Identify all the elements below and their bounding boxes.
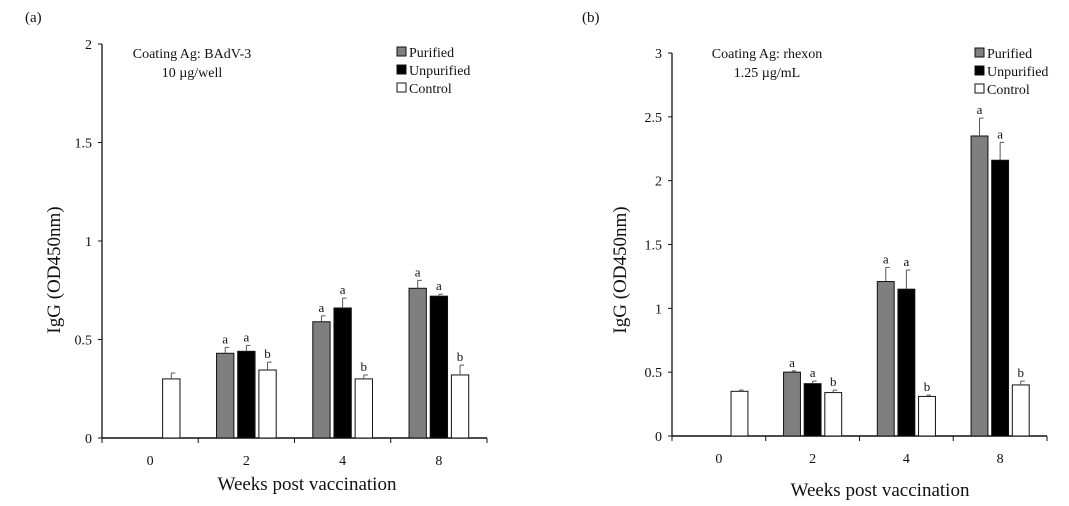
legend-swatch-purified <box>974 47 985 58</box>
x-tick-label: 0 <box>715 452 722 467</box>
significance-letter: b <box>264 346 271 361</box>
y-axis-label: IgG (OD450nm) <box>610 206 631 333</box>
legend-swatch-unpurified <box>974 65 985 76</box>
legend-swatch-unpurified <box>396 64 407 75</box>
x-tick-label: 8 <box>435 454 442 469</box>
significance-letter: b <box>361 359 368 374</box>
y-tick-label: 1.5 <box>645 239 663 254</box>
bar-purified <box>408 287 427 439</box>
bar-unpurified <box>237 350 256 439</box>
legend-label: Unpurified <box>409 64 470 79</box>
y-tick-label: 0 <box>655 430 662 445</box>
significance-letter: a <box>903 254 909 269</box>
panel-label: (b) <box>582 10 600 26</box>
x-tick-label: 2 <box>809 452 816 467</box>
significance-letter: a <box>340 282 346 297</box>
significance-letter: a <box>810 365 816 380</box>
significance-letter: a <box>222 331 228 346</box>
legend-label: Control <box>987 83 1030 98</box>
y-tick-label: 1 <box>85 235 92 250</box>
bar-control <box>354 378 373 439</box>
bar-purified <box>970 135 989 437</box>
bar-unpurified <box>803 383 822 437</box>
significance-letter: a <box>436 278 442 293</box>
y-axis-label: IgG (OD450nm) <box>44 206 65 333</box>
legend-swatch-purified <box>396 46 407 57</box>
significance-letter: a <box>997 126 1003 141</box>
bar-purified <box>312 321 331 439</box>
legend-label: Purified <box>409 46 454 61</box>
significance-letter: a <box>243 329 249 344</box>
legend-swatch-control <box>974 83 985 94</box>
x-tick-label: 4 <box>903 452 910 467</box>
x-tick-label: 0 <box>147 454 154 469</box>
y-tick-label: 1.5 <box>75 137 93 152</box>
y-tick-label: 2 <box>85 38 92 53</box>
significance-letter: b <box>457 349 464 364</box>
coating-annotation: Coating Ag: rhexon <box>712 47 822 62</box>
bar-unpurified <box>991 159 1010 437</box>
y-tick-label: 0.5 <box>645 366 663 381</box>
significance-letter: a <box>977 102 983 117</box>
bar-unpurified <box>429 295 449 439</box>
y-tick-label: 2.5 <box>645 111 663 126</box>
x-tick-label: 4 <box>339 454 346 469</box>
chart-panel-a: (a) Coating Ag: BAdV-3 10 µg/well 0 0.5 1 1.5 2… <box>25 10 488 495</box>
bar-unpurified <box>897 288 916 437</box>
significance-letter: b <box>830 374 837 389</box>
y-tick-label: 3 <box>655 47 662 62</box>
bar-control <box>824 392 843 437</box>
legend-label: Purified <box>987 47 1032 62</box>
bar-purified <box>783 371 801 437</box>
bar-control <box>1011 384 1030 437</box>
y-tick-label: 1 <box>655 302 662 317</box>
significance-letter: a <box>883 251 889 266</box>
significance-letter: b <box>1018 365 1025 380</box>
significance-letter: a <box>415 264 421 279</box>
bar-control <box>258 369 277 439</box>
bar-purified <box>876 281 895 437</box>
legend-label: Control <box>409 82 452 97</box>
x-axis-label: Weeks post vaccination <box>218 474 397 495</box>
y-tick-label: 2 <box>655 175 662 190</box>
y-tick-label: 0.5 <box>75 334 93 349</box>
significance-letter: a <box>319 300 325 315</box>
legend-swatch-control <box>396 82 407 93</box>
bar-unpurified <box>333 307 352 439</box>
bar-control <box>450 374 470 439</box>
significance-letter: a <box>789 355 795 370</box>
x-tick-label: 8 <box>997 452 1004 467</box>
significance-letter: b <box>924 379 931 394</box>
bar-control <box>162 378 181 439</box>
coating-annotation: 1.25 µg/mL <box>734 66 800 81</box>
x-axis-label: Weeks post vaccination <box>791 480 970 501</box>
panel-label: (a) <box>25 10 42 26</box>
bar-purified <box>216 352 235 439</box>
y-tick-label: 0 <box>85 432 92 447</box>
coating-annotation: Coating Ag: BAdV-3 <box>133 47 252 62</box>
bar-control <box>918 395 936 437</box>
chart-panel-b: (b) Coating Ag: rhexon 1.25 µg/mL 0 0.5 1 1.5 2… <box>582 10 1048 501</box>
coating-annotation: 10 µg/well <box>162 66 223 81</box>
bar-control <box>730 390 749 437</box>
x-tick-label: 2 <box>243 454 250 469</box>
legend-label: Unpurified <box>987 65 1048 80</box>
